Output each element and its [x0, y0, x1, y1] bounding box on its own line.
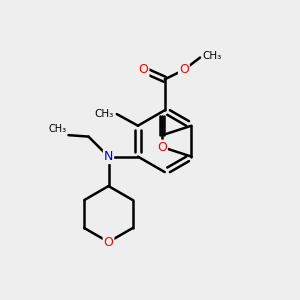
Text: O: O [103, 236, 113, 248]
Text: CH₃: CH₃ [94, 109, 114, 119]
Text: O: O [179, 63, 189, 76]
Text: O: O [157, 141, 167, 154]
Text: O: O [139, 63, 148, 76]
Text: CH₃: CH₃ [49, 124, 67, 134]
Text: N: N [104, 150, 113, 163]
Text: CH₃: CH₃ [202, 51, 222, 61]
